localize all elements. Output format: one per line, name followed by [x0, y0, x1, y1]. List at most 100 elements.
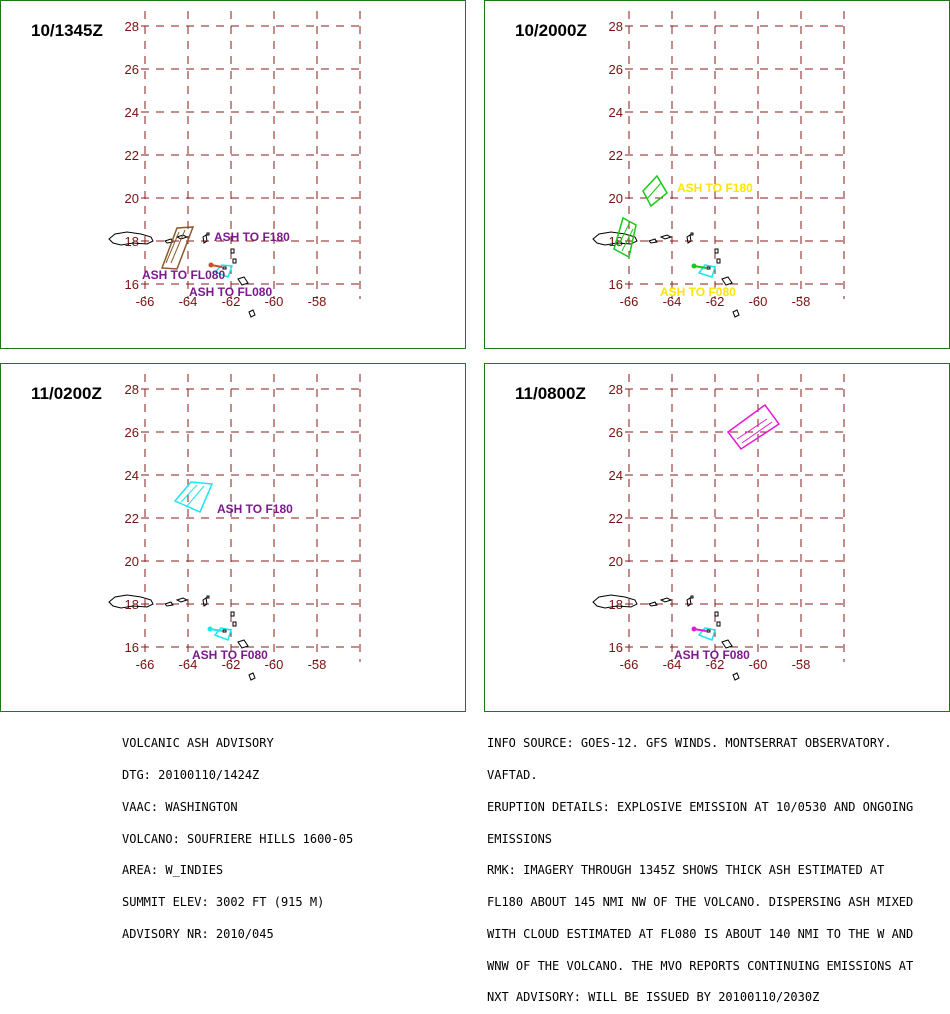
lat-tick-label: 28 — [609, 19, 623, 34]
lon-tick-label: -60 — [749, 294, 768, 309]
advisory-line: AREA: W_INDIES — [122, 863, 224, 878]
ash-label: ASH TO FL080 — [189, 285, 272, 299]
remarks-line: RMK: IMAGERY THROUGH 1345Z SHOWS THICK A… — [487, 863, 885, 878]
coastline — [721, 276, 733, 286]
coastline — [706, 629, 711, 633]
coastline — [108, 231, 154, 246]
coastline — [706, 266, 711, 270]
lat-tick-label: 18 — [125, 234, 139, 249]
advisory-remarks-block: INFO SOURCE: GOES-12. GFS WINDS. MONTSER… — [487, 717, 913, 1014]
map-panel-3: 11/0200Z 28 26 24 22 20 18 16 -66 -64 -62 -60 -58 A… — [0, 363, 466, 712]
lon-tick-label: -66 — [136, 294, 155, 309]
lon-tick-label: -64 — [179, 294, 198, 309]
advisory-header-block: VOLCANIC ASH ADVISORY DTG: 20100110/1424… — [122, 717, 353, 950]
ash-label: ASH TO F080 — [192, 648, 268, 662]
ash-area-f180 — [613, 174, 668, 259]
map-canvas-3: 11/0200Z 28 26 24 22 20 18 16 -66 -64 -62 -60 -58 A… — [31, 374, 363, 681]
coastline — [648, 238, 658, 244]
lon-tick-label: -62 — [222, 657, 241, 672]
lon-tick-label: -60 — [265, 294, 284, 309]
lon-tick-label: -60 — [265, 657, 284, 672]
lat-tick-label: 18 — [609, 597, 623, 612]
coastline — [202, 597, 208, 607]
coastline — [164, 238, 174, 244]
coastline — [732, 309, 740, 318]
remarks-line: VAFTAD. — [487, 767, 538, 782]
ash-label: ASH TO F080 — [660, 285, 736, 299]
lon-tick-label: -58 — [308, 294, 327, 309]
lon-tick-label: -62 — [222, 294, 241, 309]
coastline — [690, 595, 694, 599]
advisory-line: VOLCANO: SOUFRIERE HILLS 1600-05 — [122, 831, 354, 846]
lon-tick-label: -64 — [179, 657, 198, 672]
lat-tick-label: 20 — [125, 191, 139, 206]
coastline — [206, 232, 210, 236]
lat-tick-label: 22 — [125, 148, 139, 163]
lon-tick-label: -64 — [663, 657, 682, 672]
coastline — [732, 672, 740, 681]
coastline — [248, 672, 256, 681]
lat-tick-label: 26 — [609, 425, 623, 440]
ash-label: ASH TO FL080 — [142, 268, 225, 282]
lat-tick-label: 20 — [609, 554, 623, 569]
map-panel-2: 10/2000Z 28 26 24 22 20 18 16 -66 -64 -62 -60 -58 A… — [484, 0, 950, 349]
remarks-line: INFO SOURCE: GOES-12. GFS WINDS. MONTSER… — [487, 736, 892, 751]
advisory-line: VOLCANIC ASH ADVISORY — [122, 736, 274, 751]
coastline — [237, 276, 249, 286]
lat-tick-label: 20 — [609, 191, 623, 206]
lat-tick-label: 26 — [125, 62, 139, 77]
lon-tick-label: -66 — [620, 657, 639, 672]
lat-tick-label: 22 — [609, 148, 623, 163]
ash-area-f080 — [691, 626, 716, 641]
coastline — [714, 611, 719, 617]
coastline — [716, 621, 721, 627]
remarks-line: FL180 ABOUT 145 NMI NW OF THE VOLCANO. D… — [487, 895, 914, 910]
lon-tick-label: -62 — [706, 657, 725, 672]
lat-tick-label: 24 — [125, 468, 139, 483]
coastline — [230, 248, 235, 254]
ash-area-f180 — [726, 403, 781, 451]
ash-area-f080 — [207, 626, 232, 641]
remarks-line: NXT ADVISORY: WILL BE ISSUED BY 20100110… — [487, 990, 820, 1005]
panel-time-title: 11/0800Z — [515, 384, 586, 403]
lat-tick-label: 24 — [125, 105, 139, 120]
map-panel-1: 10/1345Z 28 26 24 22 20 18 16 -66 -64 -62 -60 -58 A… — [0, 0, 466, 349]
coastline — [721, 639, 733, 649]
lat-tick-label: 16 — [125, 277, 139, 292]
coastline — [648, 601, 658, 607]
lat-tick-label: 16 — [609, 640, 623, 655]
lon-tick-label: -66 — [136, 657, 155, 672]
lat-tick-label: 24 — [609, 468, 623, 483]
advisory-line: VAAC: WASHINGTON — [122, 799, 238, 814]
map-canvas-4: 11/0800Z 28 26 24 22 20 18 16 -66 -64 -62 -60 -58 A… — [515, 374, 847, 681]
ash-area-f080 — [691, 263, 716, 278]
coastline — [164, 601, 174, 607]
lat-tick-label: 28 — [125, 382, 139, 397]
coastline — [690, 232, 694, 236]
lat-tick-label: 20 — [125, 554, 139, 569]
lon-tick-label: -62 — [706, 294, 725, 309]
coastline — [686, 234, 692, 244]
coastline — [592, 231, 638, 246]
lon-tick-label: -58 — [792, 294, 811, 309]
coastline — [714, 248, 719, 254]
remarks-line: EMISSIONS — [487, 831, 553, 846]
remarks-line: WITH CLOUD ESTIMATED AT FL080 IS ABOUT 1… — [487, 926, 914, 941]
coastline — [686, 597, 692, 607]
ash-area-f180 — [173, 481, 214, 513]
advisory-line: SUMMIT ELEV: 3002 FT (915 M) — [122, 895, 325, 910]
coastline — [206, 595, 210, 599]
lat-tick-label: 26 — [609, 62, 623, 77]
lon-tick-label: -66 — [620, 294, 639, 309]
map-panel-4: 11/0800Z 28 26 24 22 20 18 16 -66 -64 -62 -60 -58 A… — [484, 363, 950, 712]
remarks-line: ERUPTION DETAILS: EXPLOSIVE EMISSION AT … — [487, 799, 914, 814]
lat-tick-label: 18 — [125, 597, 139, 612]
coastline — [222, 629, 227, 633]
remarks-line: WNW OF THE VOLCANO. THE MVO REPORTS CONT… — [487, 958, 914, 973]
lon-tick-label: -60 — [749, 657, 768, 672]
lat-tick-label: 28 — [125, 19, 139, 34]
coastline — [175, 234, 189, 240]
ash-label: ASH TO F180 — [677, 181, 753, 195]
lat-tick-label: 16 — [125, 640, 139, 655]
coastline — [248, 309, 256, 318]
